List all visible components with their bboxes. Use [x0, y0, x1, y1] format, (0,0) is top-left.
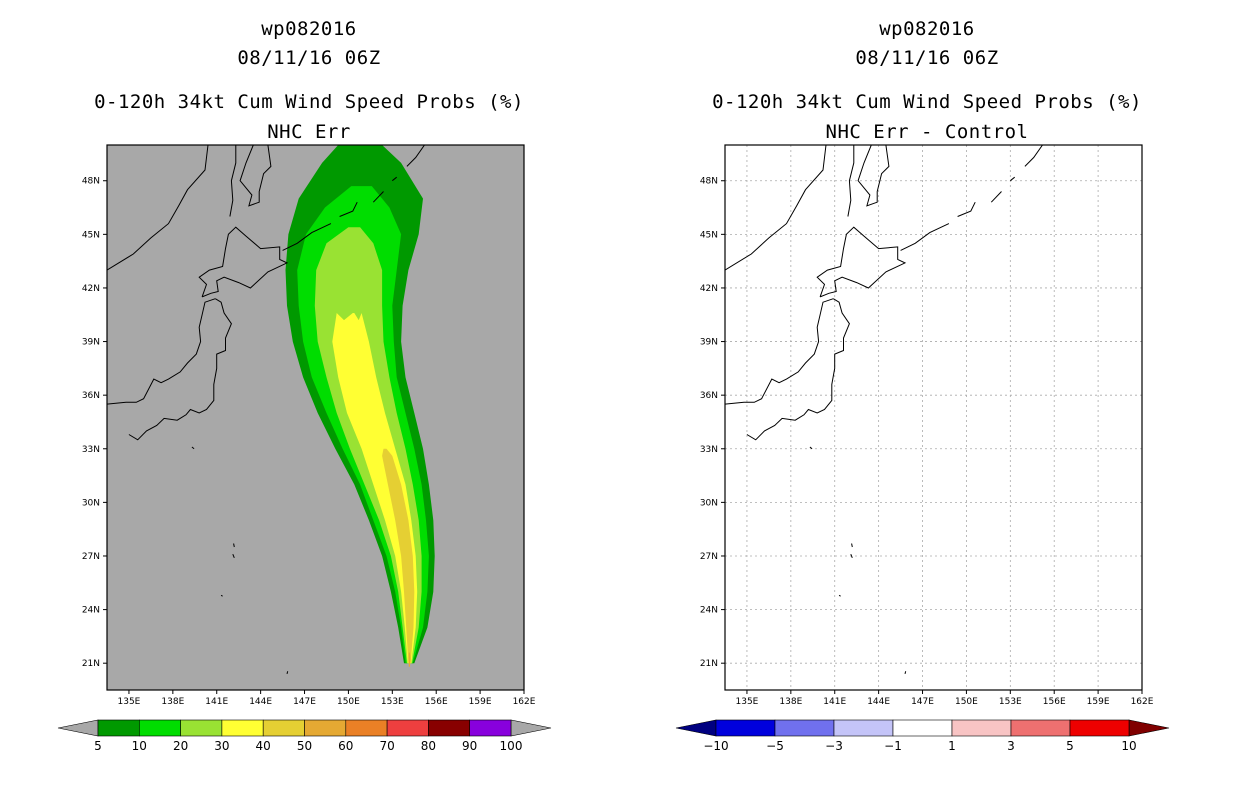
right-y-tick-label: 36N [700, 391, 718, 401]
left-colorbar-label: 100 [500, 739, 523, 753]
right-y-tick-label: 21N [700, 659, 718, 669]
left-colorbar-swatch [98, 720, 139, 736]
left-colorbar-swatch [181, 720, 222, 736]
left-colorbar-swatch [305, 720, 346, 736]
left-colorbar-label: 80 [421, 739, 436, 753]
right-colorbar-label: −3 [825, 739, 843, 753]
right-x-tick-label: 156E [1043, 697, 1066, 707]
left-y-tick-label: 36N [82, 391, 100, 401]
left-x-tick-label: 147E [293, 697, 316, 707]
right-y-tick-label: 39N [700, 338, 718, 348]
right-colorbar-high-arrow [1129, 720, 1169, 736]
left-colorbar-label: 10 [132, 739, 147, 753]
left-colorbar-swatch [428, 720, 469, 736]
right-colorbar-swatch [716, 720, 775, 736]
left-y-tick-label: 27N [82, 552, 100, 562]
right-colorbar-swatch [893, 720, 952, 736]
left-colorbar-swatch [387, 720, 428, 736]
left-y-tick-label: 45N [82, 230, 100, 240]
right-colorbar-swatch [834, 720, 893, 736]
left-x-tick-label: 135E [118, 697, 141, 707]
left-colorbar-label: 30 [214, 739, 229, 753]
left-y-tick-label: 21N [82, 659, 100, 669]
left-colorbar-label: 20 [173, 739, 188, 753]
right-x-tick-label: 147E [911, 697, 934, 707]
left-island [234, 544, 235, 548]
left-y-tick-label: 39N [82, 338, 100, 348]
right-y-tick-label: 33N [700, 445, 718, 455]
right-colorbar-label: −5 [766, 739, 784, 753]
right-x-tick-label: 162E [1131, 697, 1154, 707]
left-probability-map: 135E 138E 141E 144E 147E 150E 153E 156E 159E 162E… [0, 0, 618, 800]
left-y-tick-label: 48N [82, 177, 100, 187]
right-colorbar-swatch [1011, 720, 1070, 736]
left-x-tick-label: 162E [513, 697, 536, 707]
left-y-tick-label: 30N [82, 498, 100, 508]
left-colorbar-swatch [139, 720, 180, 736]
left-colorbar-label: 90 [462, 739, 477, 753]
left-x-tick-label: 153E [381, 697, 404, 707]
left-colorbar-swatch [346, 720, 387, 736]
left-colorbar-high-arrow [511, 720, 551, 736]
right-y-tick-label: 30N [700, 498, 718, 508]
left-colorbar-label: 5 [94, 739, 102, 753]
right-y-tick-label: 48N [700, 177, 718, 187]
right-y-tick-label: 45N [700, 230, 718, 240]
right-x-tick-label: 150E [955, 697, 978, 707]
right-map-background [725, 145, 1142, 690]
right-x-tick-label: 138E [779, 697, 802, 707]
right-x-tick-label: 135E [736, 697, 759, 707]
right-colorbar-label: 5 [1066, 739, 1074, 753]
left-colorbar-label: 70 [379, 739, 394, 753]
right-y-tick-label: 42N [700, 284, 718, 294]
right-colorbar-low-arrow [676, 720, 716, 736]
left-colorbar-swatch [263, 720, 304, 736]
left-colorbar-label: 60 [338, 739, 353, 753]
right-difference-map: 135E 138E 141E 144E 147E 150E 153E 156E 159E 162E… [618, 0, 1236, 800]
right-y-tick-label: 27N [700, 552, 718, 562]
left-x-tick-label: 144E [249, 697, 272, 707]
left-x-tick-label: 156E [425, 697, 448, 707]
right-colorbar-label: 1 [948, 739, 956, 753]
right-colorbar-swatch [775, 720, 834, 736]
right-x-tick-label: 153E [999, 697, 1022, 707]
right-colorbar-label: −10 [703, 739, 728, 753]
left-colorbar-swatch [470, 720, 511, 736]
left-panel: wp082016 08/11/16 06Z 0-120h 34kt Cum Wi… [0, 0, 618, 800]
right-x-tick-label: 141E [823, 697, 846, 707]
left-colorbar-swatch [222, 720, 263, 736]
left-colorbar-low-arrow [58, 720, 98, 736]
left-x-tick-label: 150E [337, 697, 360, 707]
left-colorbar-label: 40 [256, 739, 271, 753]
left-y-tick-label: 42N [82, 284, 100, 294]
right-island [905, 671, 906, 674]
left-x-tick-label: 141E [205, 697, 228, 707]
left-colorbar-label: 50 [297, 739, 312, 753]
right-colorbar-label: 10 [1121, 739, 1136, 753]
right-x-tick-label: 159E [1087, 697, 1110, 707]
right-colorbar-label: 3 [1007, 739, 1015, 753]
left-y-tick-label: 33N [82, 445, 100, 455]
right-panel: wp082016 08/11/16 06Z 0-120h 34kt Cum Wi… [618, 0, 1236, 800]
right-colorbar-label: −1 [884, 739, 902, 753]
right-colorbar-swatch [952, 720, 1011, 736]
left-y-tick-label: 24N [82, 606, 100, 616]
right-colorbar-swatch [1070, 720, 1129, 736]
right-y-tick-label: 24N [700, 606, 718, 616]
right-island [852, 544, 853, 548]
left-x-tick-label: 159E [469, 697, 492, 707]
left-x-tick-label: 138E [161, 697, 184, 707]
left-island [287, 671, 288, 674]
right-x-tick-label: 144E [867, 697, 890, 707]
